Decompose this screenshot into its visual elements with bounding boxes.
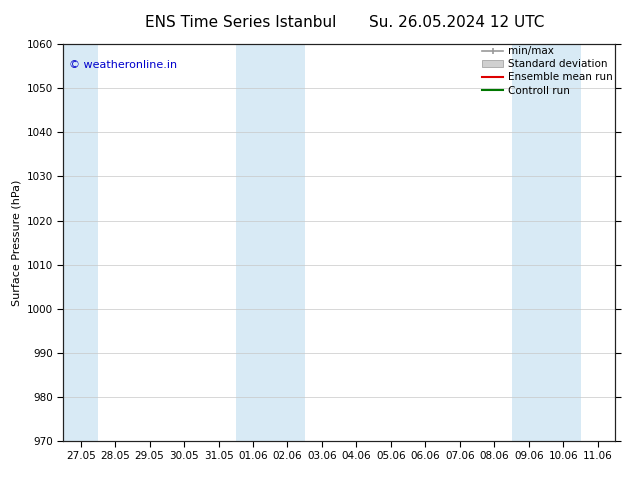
Bar (63, 44, 98, 441)
Bar (546, 44, 581, 441)
Bar (512, 44, 546, 441)
Text: ENS Time Series Istanbul: ENS Time Series Istanbul (145, 15, 337, 30)
Y-axis label: Surface Pressure (hPa): Surface Pressure (hPa) (11, 179, 21, 306)
Text: Su. 26.05.2024 12 UTC: Su. 26.05.2024 12 UTC (369, 15, 544, 30)
Bar (236, 44, 270, 441)
Bar (270, 44, 305, 441)
Legend: min/max, Standard deviation, Ensemble mean run, Controll run: min/max, Standard deviation, Ensemble me… (482, 46, 613, 96)
Text: © weatheronline.in: © weatheronline.in (69, 60, 177, 70)
